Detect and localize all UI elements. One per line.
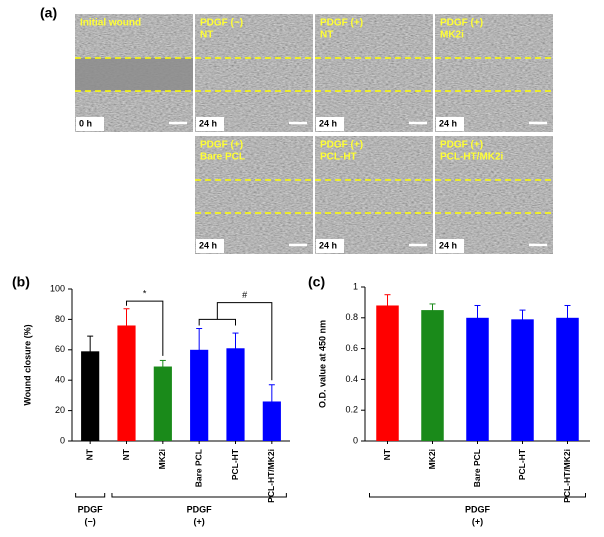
group-bracket [369, 493, 586, 498]
x-tick-label: Bare PCL [472, 449, 482, 487]
group-sign: (+) [194, 516, 205, 526]
x-tick-label: NT [382, 448, 392, 460]
bar [81, 351, 100, 441]
bar [376, 305, 399, 441]
micrograph [435, 14, 553, 132]
x-tick-label: MK2i [427, 449, 437, 469]
y-tick-label: 0.2 [345, 405, 358, 415]
x-tick-label: PCL-HT [517, 448, 527, 480]
bar [556, 317, 579, 441]
tile-label: PDGF (+) [320, 17, 363, 28]
bar [262, 401, 281, 441]
bar [511, 319, 534, 441]
time-box [196, 239, 224, 253]
bar [226, 348, 245, 441]
group-name: PDGF [187, 504, 213, 514]
y-tick-label: 60 [55, 344, 65, 354]
y-tick-label: 0 [353, 435, 358, 445]
micrograph [315, 14, 433, 132]
y-tick-label: 80 [55, 314, 65, 324]
time-label: 24 h [199, 118, 217, 128]
time-label: 24 h [319, 240, 337, 250]
micrograph [435, 136, 553, 254]
x-tick-label: PCL-HT/MK2i [562, 449, 572, 503]
y-tick-label: 0.6 [345, 343, 358, 353]
panel-label: (c) [308, 274, 325, 290]
x-tick-label: PCL-HT/MK2i [266, 449, 276, 503]
tile-label: NT [200, 29, 213, 40]
tile-label: PDGF (+) [320, 139, 363, 150]
micrograph [315, 136, 433, 254]
tile-label: PCL-HT/MK2i [440, 151, 504, 162]
tile-label: Bare PCL [200, 151, 245, 162]
group-sign: (−) [85, 516, 96, 526]
panel-label: (b) [12, 274, 30, 290]
group-sign: (+) [472, 516, 483, 526]
time-label: 24 h [439, 240, 457, 250]
x-tick-label: MK2i [157, 449, 167, 469]
bar [117, 325, 136, 441]
micrograph [195, 136, 313, 254]
tile-label: PDGF (+) [440, 17, 483, 28]
bar [190, 349, 209, 441]
significance: # [242, 290, 247, 300]
group-bracket [75, 493, 106, 498]
panel-label: (a) [40, 5, 57, 21]
y-tick-label: 20 [55, 405, 65, 415]
group-name: PDGF [465, 504, 491, 514]
y-axis-label: O.D. value at 450 nm [317, 320, 327, 408]
tile-label: PDGF (+) [200, 139, 243, 150]
bar [421, 310, 444, 441]
x-tick-label: NT [121, 448, 131, 460]
x-tick-label: Bare PCL [193, 449, 203, 487]
tile-label: Initial wound [80, 17, 141, 28]
sig-bracket [126, 300, 164, 356]
sig-bracket [216, 302, 273, 381]
tile-label: PDGF (−) [200, 17, 243, 28]
y-tick-label: 0.8 [345, 312, 358, 322]
tile-label: NT [320, 29, 333, 40]
bar [153, 366, 172, 441]
significance: * [143, 289, 147, 299]
time-box [316, 239, 344, 253]
tile-label: PCL-HT [320, 151, 357, 162]
time-box [196, 117, 224, 131]
y-tick-label: 40 [55, 375, 65, 385]
time-box [316, 117, 344, 131]
time-box [436, 117, 464, 131]
time-box [76, 117, 104, 131]
bar [466, 317, 489, 441]
x-tick-label: NT [84, 448, 94, 460]
sig-bracket [198, 318, 236, 326]
time-label: 0 h [79, 118, 92, 128]
y-tick-label: 100 [50, 283, 65, 293]
y-tick-label: 1 [353, 281, 358, 291]
tile-label: MK2i [440, 29, 464, 40]
x-tick-label: PCL-HT [230, 448, 240, 480]
time-box [436, 239, 464, 253]
micrograph [195, 14, 313, 132]
y-tick-label: 0 [60, 435, 65, 445]
wound-area [75, 58, 193, 91]
group-bracket [111, 493, 287, 498]
time-label: 24 h [319, 118, 337, 128]
tile-label: PDGF (+) [440, 139, 483, 150]
time-label: 24 h [439, 118, 457, 128]
group-name: PDGF [78, 504, 104, 514]
time-label: 24 h [199, 240, 217, 250]
y-axis-label: Wound closure (%) [22, 324, 32, 405]
y-tick-label: 0.4 [345, 374, 358, 384]
